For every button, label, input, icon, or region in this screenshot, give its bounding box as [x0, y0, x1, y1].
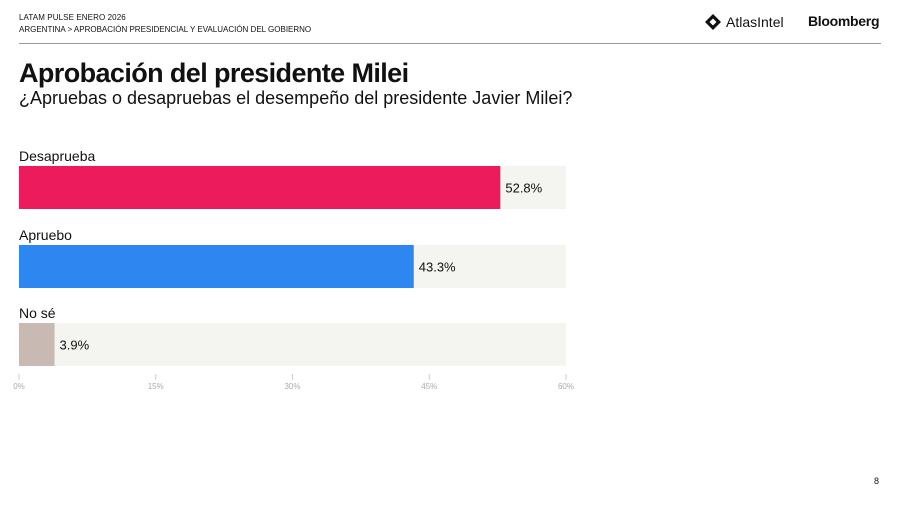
- report-title: LATAM PULSE ENERO 2026: [19, 13, 126, 22]
- chart-title: Aprobación del presidente Milei: [19, 58, 409, 88]
- x-tick-label: 0%: [13, 382, 25, 391]
- bar: [19, 245, 414, 288]
- bar: [19, 166, 501, 209]
- page-number: 8: [874, 476, 880, 486]
- chart-subtitle: ¿Apruebas o desapruebas el desempeño del…: [19, 88, 573, 108]
- value-label: 3.9%: [60, 338, 90, 353]
- x-tick-label: 60%: [558, 382, 574, 391]
- category-label: No sé: [19, 305, 56, 321]
- value-label: 43.3%: [419, 260, 456, 275]
- category-label: Desaprueba: [19, 148, 95, 164]
- atlasintel-logo-text: AtlasIntel: [726, 14, 784, 30]
- x-tick-label: 45%: [421, 382, 437, 391]
- atlasintel-diamond-icon: [705, 14, 721, 30]
- value-label: 52.8%: [505, 181, 542, 196]
- category-label: Apruebo: [19, 227, 72, 243]
- header-divider: [19, 43, 881, 44]
- x-tick-label: 30%: [284, 382, 300, 391]
- bar: [19, 323, 55, 366]
- atlasintel-logo: AtlasIntel: [704, 13, 784, 31]
- breadcrumb: ARGENTINA > APROBACIÓN PRESIDENCIAL Y EV…: [19, 25, 312, 34]
- x-tick-label: 15%: [148, 382, 164, 391]
- bar-track: [19, 323, 566, 366]
- bloomberg-logo: Bloomberg: [808, 13, 880, 29]
